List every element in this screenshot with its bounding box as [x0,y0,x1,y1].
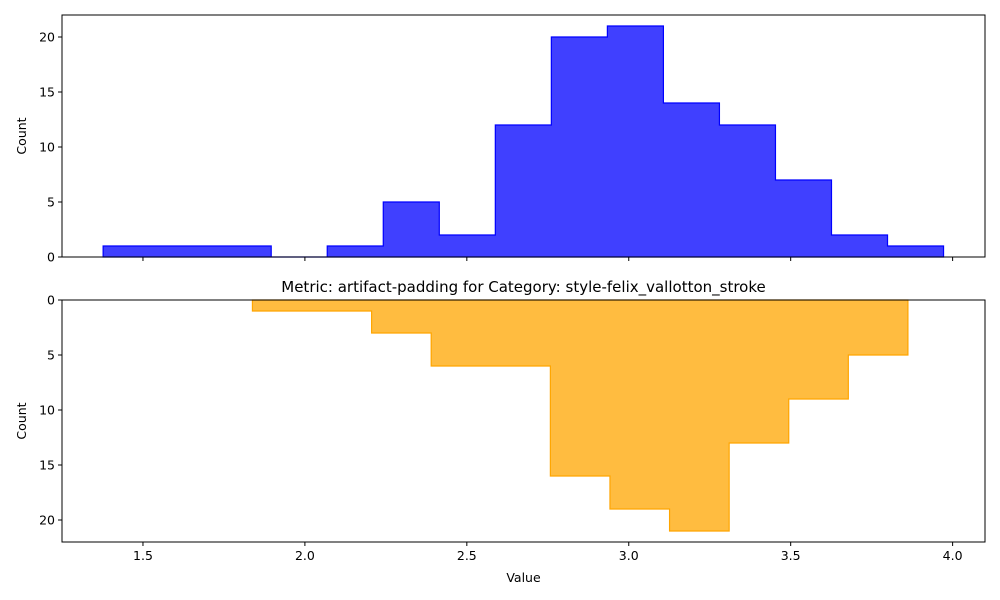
y-tick-label: 15 [39,85,55,100]
y-tick-label: 0 [47,293,55,308]
y-tick-label: 10 [39,403,55,418]
y-tick-label: 20 [39,30,55,45]
y-axis-label-top: Count [14,117,29,154]
y-axis-label-bottom: Count [14,402,29,439]
y-tick-label: 10 [39,140,55,155]
x-tick-label: 3.5 [781,548,801,563]
y-tick-label: 5 [47,195,55,210]
axes-frame-1 [61,14,986,258]
x-tick-label: 4.0 [943,548,963,563]
x-tick-label: 1.5 [133,548,153,563]
x-tick-label: 2.0 [295,548,315,563]
x-tick-label: 2.5 [457,548,477,563]
y-tick-label: 5 [47,348,55,363]
y-tick-label: 20 [39,513,55,528]
y-tick-label: 0 [47,250,55,265]
y-tick-label: 15 [39,458,55,473]
x-tick-label: 3.0 [619,548,639,563]
chart-title-bottom: Metric: artifact-padding for Category: s… [281,278,765,297]
axes-frame-2 [61,299,986,543]
x-axis-label: Value [506,570,541,585]
histogram-area-1 [102,25,945,258]
histogram-area-2 [251,299,909,532]
